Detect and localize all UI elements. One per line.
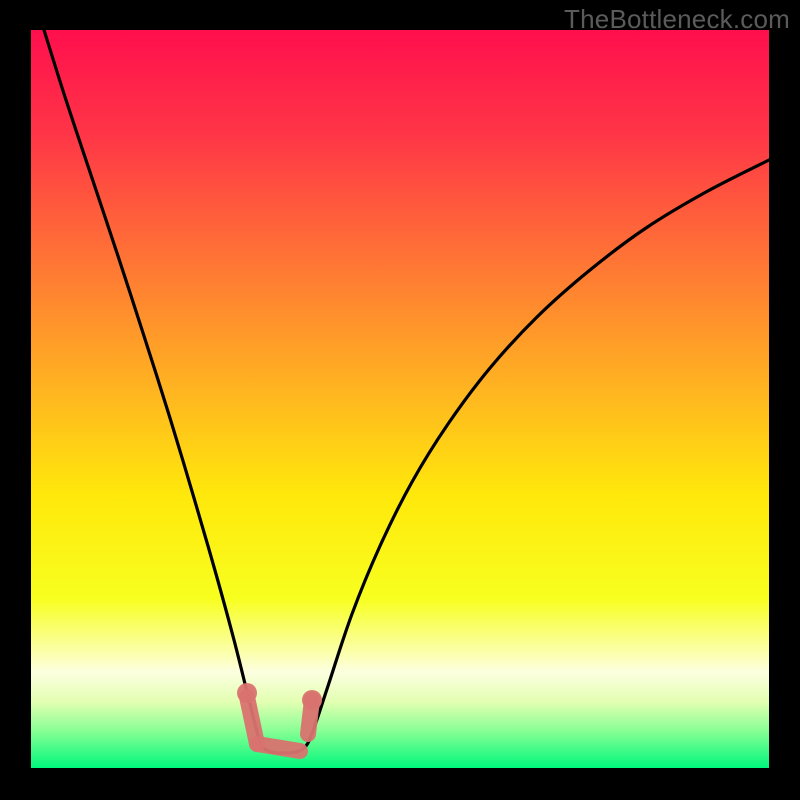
marker-capsule	[308, 700, 312, 734]
chart-container: TheBottleneck.com	[0, 0, 800, 800]
marker-capsule	[257, 744, 300, 751]
watermark-text: TheBottleneck.com	[564, 4, 790, 35]
plot-area	[31, 30, 769, 768]
chart-svg	[0, 0, 800, 800]
